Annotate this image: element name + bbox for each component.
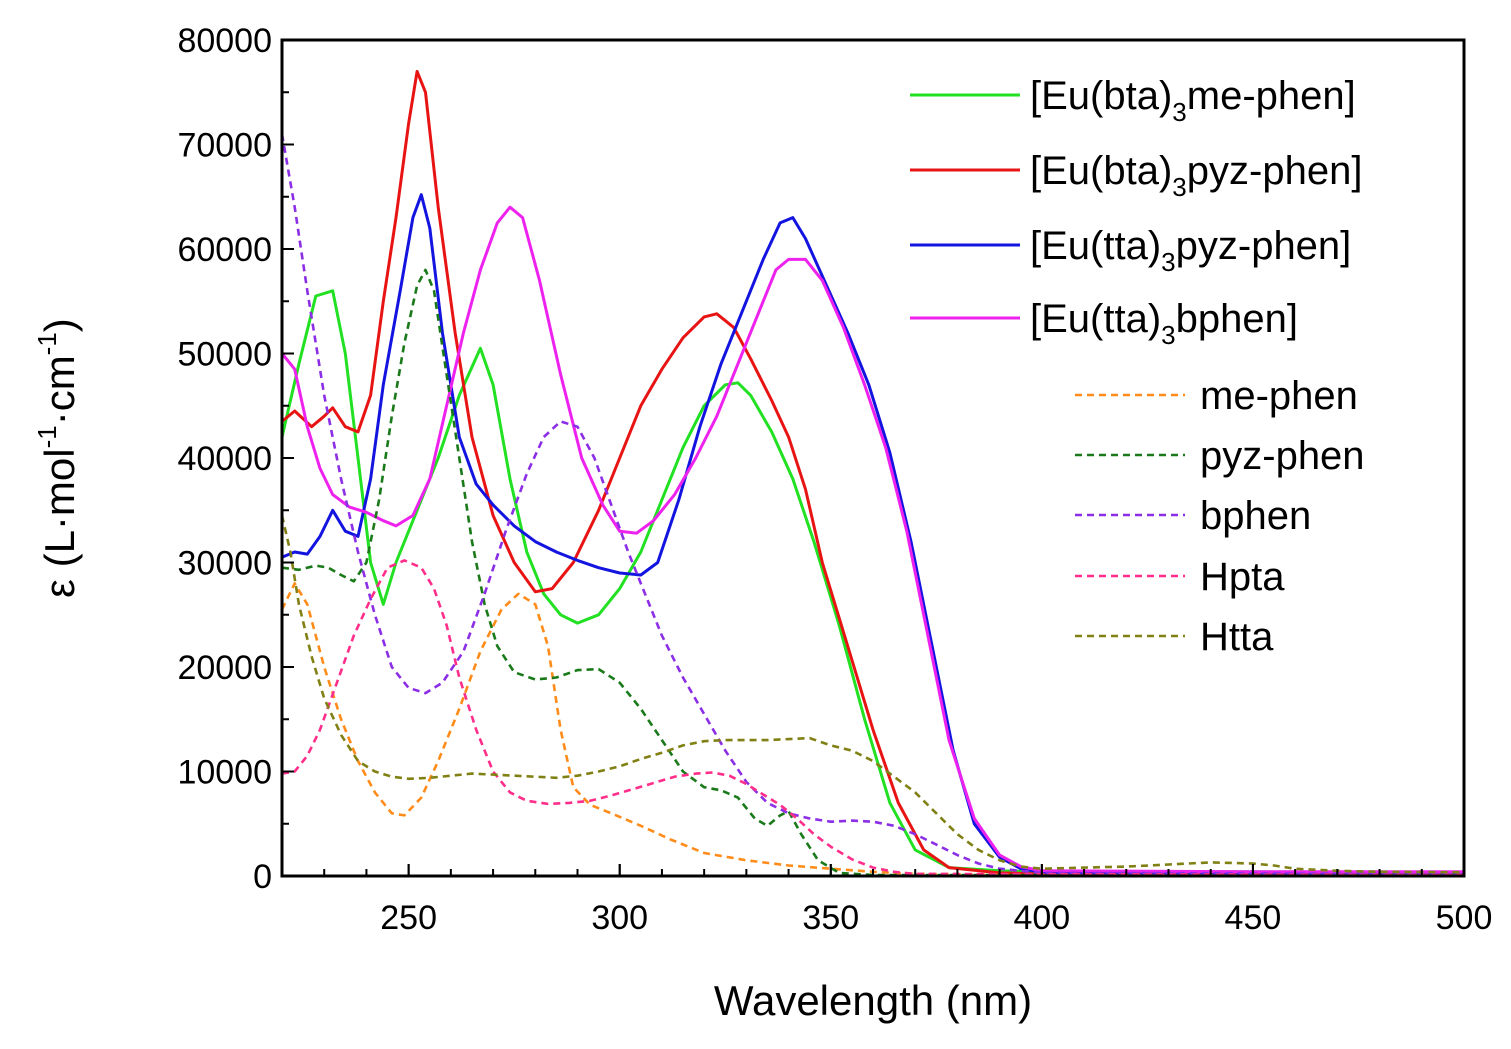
y-axis-title-sup2: -1 — [32, 332, 62, 355]
legend-label: [Eu(bta)3me-phen] — [1030, 74, 1356, 127]
legend-entry-bphen: bphen — [1075, 494, 1311, 538]
series-line-eu-tta-3bphen — [282, 205, 1464, 874]
x-axis-title: Wavelength (nm) — [714, 977, 1032, 1024]
legend-label: Hpta — [1200, 555, 1285, 599]
series-line-eu-bta-3me-phen — [282, 289, 1464, 874]
y-tick-label: 60000 — [177, 231, 272, 269]
legend-label: [Eu(tta)3pyz-phen] — [1030, 224, 1351, 277]
y-tick-label: 40000 — [177, 440, 272, 478]
legend-entry-eu-tta-3bphen: [Eu(tta)3bphen] — [910, 297, 1298, 350]
series-line-htta — [282, 515, 1464, 874]
series-line-bphen — [282, 133, 1464, 876]
series-line-me-phen — [282, 582, 1464, 876]
x-tick-label: 400 — [1013, 899, 1070, 937]
y-axis-title-mid: ·cm — [36, 355, 83, 425]
series-line-hpta — [282, 559, 1464, 876]
legend-label: [Eu(bta)3pyz-phen] — [1030, 149, 1362, 202]
legend-entry-eu-bta-3me-phen: [Eu(bta)3me-phen] — [910, 74, 1356, 127]
legend-label: pyz-phen — [1200, 434, 1365, 478]
series-line-eu-bta-3pyz-phen — [282, 69, 1464, 876]
legend-entry-eu-tta-3pyz-phen: [Eu(tta)3pyz-phen] — [910, 224, 1351, 277]
legend-label: me-phen — [1200, 374, 1358, 418]
y-axis-title-sup1: -1 — [32, 425, 62, 448]
y-axis-title-end: ) — [36, 318, 83, 332]
legend-entry-hpta: Hpta — [1075, 555, 1285, 599]
x-tick-label: 500 — [1436, 899, 1493, 937]
y-tick-label: 50000 — [177, 336, 272, 374]
series-layer — [282, 69, 1464, 876]
legend-entry-htta: Htta — [1075, 615, 1274, 659]
y-tick-label: 80000 — [177, 22, 272, 60]
y-tick-label: 70000 — [177, 127, 272, 165]
series-line-eu-tta-3pyz-phen — [282, 193, 1464, 876]
legend-label: [Eu(tta)3bphen] — [1030, 297, 1298, 350]
x-tick-label: 250 — [380, 899, 437, 937]
x-tick-label: 350 — [802, 899, 859, 937]
x-tick-label: 450 — [1225, 899, 1282, 937]
legend-label: bphen — [1200, 494, 1311, 538]
y-axis-title-main: ε (L·mol — [36, 448, 83, 597]
y-tick-label: 30000 — [177, 545, 272, 583]
y-tick-label: 20000 — [177, 649, 272, 687]
tick-layer: 250 300 350 400 450 500 0 10000 20000 30000 40000 5… — [177, 22, 1492, 937]
legend-entry-pyz-phen: pyz-phen — [1075, 434, 1365, 478]
y-tick-label: 0 — [253, 858, 272, 896]
legend-entry-eu-bta-3pyz-phen: [Eu(bta)3pyz-phen] — [910, 149, 1362, 202]
x-tick-label: 300 — [591, 899, 648, 937]
legend-entry-me-phen: me-phen — [1075, 374, 1358, 418]
legend-label: Htta — [1200, 615, 1274, 659]
legend: [Eu(bta)3me-phen] [Eu(bta)3pyz-phen] [Eu(t… — [910, 74, 1365, 659]
y-tick-label: 10000 — [177, 754, 272, 792]
y-axis-title: ε (L·mol-1·cm-1) — [32, 318, 83, 598]
